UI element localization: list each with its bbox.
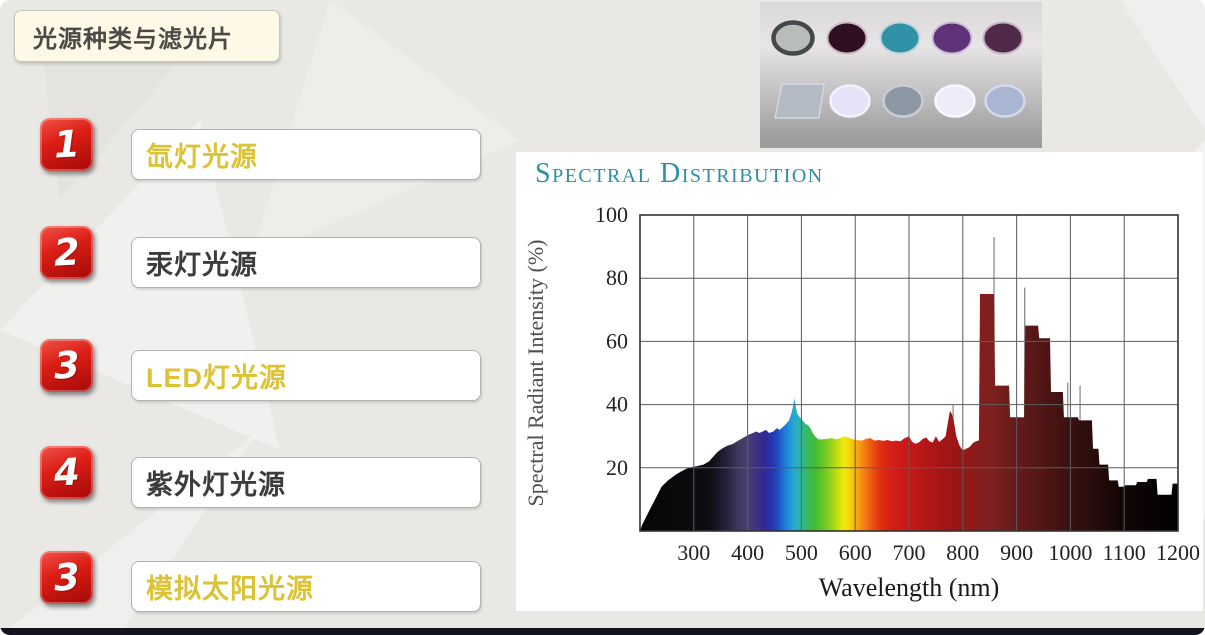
teal-filter [879, 21, 921, 55]
y-tick-label: 80 [606, 265, 628, 290]
spectral-distribution-chart: 20 40 60 80 100 300 400 500 600 700 800 900 1000 1100… [523, 202, 1200, 602]
x-tick-label: 800 [946, 540, 979, 565]
item-number: 1 [52, 122, 81, 167]
filters-photo [760, 2, 1042, 148]
x-tick-label: 900 [1000, 540, 1033, 565]
item-label-box: 氙灯光源 [131, 129, 481, 180]
y-tick-label: 20 [606, 455, 628, 480]
item-label: 氙灯光源 [146, 142, 258, 172]
x-tick-label: 1000 [1048, 540, 1092, 565]
list-item: 4 紫外灯光源 [0, 446, 500, 516]
item-label-box: 汞灯光源 [131, 237, 481, 288]
item-label: 模拟太阳光源 [146, 574, 314, 604]
chart-title: Spectral Distribution [535, 158, 824, 189]
pale-lavender-filter [829, 84, 871, 118]
white-filter [934, 84, 976, 118]
x-tick-label: 500 [785, 540, 818, 565]
x-tick-label: 600 [839, 540, 872, 565]
x-tick-label: 1200 [1156, 540, 1200, 565]
x-tick-label: 300 [677, 540, 710, 565]
item-label: 汞灯光源 [146, 250, 258, 280]
blue-gray-filter [882, 84, 924, 118]
y-axis-label: Spectral Radiant Intensity (%) [523, 240, 548, 507]
item-number: 4 [52, 450, 81, 495]
item-number: 2 [52, 230, 81, 275]
y-tick-label: 40 [606, 392, 628, 417]
square-glass-filter [774, 83, 825, 119]
item-label: 紫外灯光源 [146, 470, 286, 500]
title-box: 光源种类与滤光片 [14, 10, 280, 62]
item-label-box: 模拟太阳光源 [131, 561, 481, 612]
item-label: LED灯光源 [146, 363, 287, 393]
spectral-chart-panel: Spectral Distribution 20 40 60 80 100 300 400 5… [516, 152, 1203, 611]
dark-magenta-filter [826, 21, 868, 55]
slide-title: 光源种类与滤光片 [33, 25, 233, 53]
item-number-badge: 4 [40, 446, 93, 499]
gray-nd-filter [771, 20, 815, 56]
plum-filter [982, 21, 1024, 55]
x-axis-label: Wavelength (nm) [819, 573, 1000, 602]
list-item: 3 LED灯光源 [0, 339, 500, 409]
purple-filter [931, 21, 973, 55]
y-tick-label: 60 [606, 328, 628, 353]
bottom-accent-bar [0, 628, 1205, 635]
item-label-box: LED灯光源 [131, 350, 481, 401]
x-tick-label: 400 [731, 540, 764, 565]
steel-blue-filter [984, 84, 1026, 118]
item-number-badge: 3 [40, 551, 93, 604]
item-number-badge: 2 [40, 226, 93, 279]
item-label-box: 紫外灯光源 [131, 457, 481, 508]
item-number: 3 [52, 555, 81, 600]
item-number-badge: 1 [40, 118, 93, 171]
x-tick-label: 700 [893, 540, 926, 565]
list-item: 3 模拟太阳光源 [0, 551, 500, 621]
list-item: 2 汞灯光源 [0, 226, 500, 296]
item-number: 3 [52, 343, 81, 388]
list-item: 1 氙灯光源 [0, 118, 500, 188]
x-tick-label: 1100 [1103, 540, 1146, 565]
item-number-badge: 3 [40, 339, 93, 392]
y-tick-label: 100 [595, 202, 628, 227]
